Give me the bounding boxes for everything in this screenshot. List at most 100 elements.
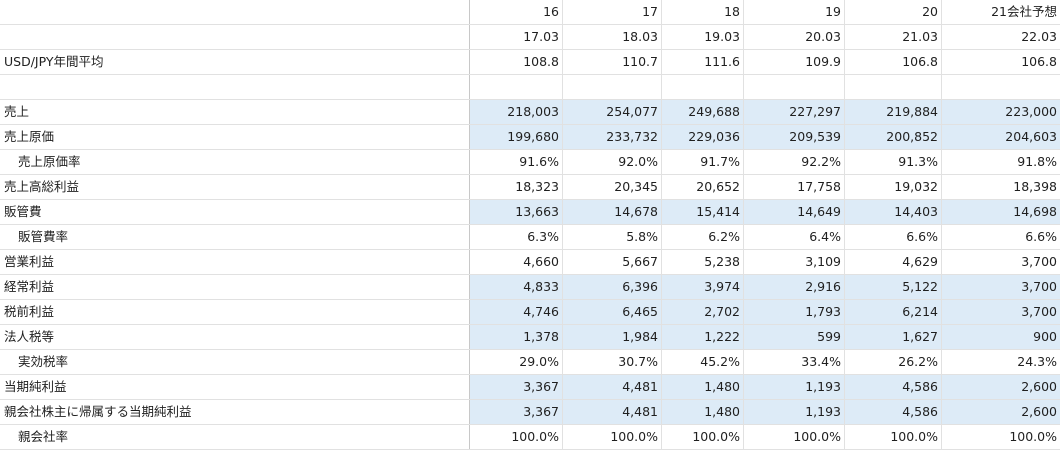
value-cell[interactable]: 204,603 <box>942 125 1060 149</box>
fx-rate-cell[interactable]: 111.6 <box>662 50 744 74</box>
fx-rate-cell[interactable]: 110.7 <box>563 50 662 74</box>
value-cell[interactable]: 92.0% <box>563 150 662 174</box>
value-cell[interactable]: 100.0% <box>563 425 662 449</box>
value-cell[interactable]: 1,984 <box>563 325 662 349</box>
value-cell[interactable]: 14,649 <box>744 200 845 224</box>
row-label[interactable]: 売上 <box>0 100 470 124</box>
blank-cell[interactable] <box>0 75 470 99</box>
value-cell[interactable]: 30.7% <box>563 350 662 374</box>
value-cell[interactable]: 20,345 <box>563 175 662 199</box>
row-label[interactable]: 売上原価率 <box>0 150 470 174</box>
value-cell[interactable]: 4,481 <box>563 400 662 424</box>
period-cell[interactable]: 21.03 <box>845 25 942 49</box>
value-cell[interactable]: 100.0% <box>470 425 563 449</box>
value-cell[interactable]: 100.0% <box>1009 429 1057 444</box>
value-cell[interactable]: 6,465 <box>563 300 662 324</box>
value-cell[interactable]: 92.2% <box>744 150 845 174</box>
value-cell[interactable]: 91.7% <box>662 150 744 174</box>
row-label[interactable]: 経常利益 <box>0 275 470 299</box>
value-cell[interactable]: 4,660 <box>470 250 563 274</box>
value-cell[interactable]: 6.3% <box>470 225 563 249</box>
fx-rate-label[interactable]: USD/JPY年間平均 <box>0 50 470 74</box>
row-label[interactable]: 税前利益 <box>0 300 470 324</box>
row-label[interactable]: 実効税率 <box>0 350 470 374</box>
blank-cell[interactable] <box>942 75 1060 99</box>
header-fy-cell[interactable]: 21会社予想 <box>991 4 1057 19</box>
value-cell[interactable]: 6.4% <box>744 225 845 249</box>
value-cell[interactable]: 219,884 <box>845 100 942 124</box>
value-cell[interactable]: 17,758 <box>744 175 845 199</box>
value-cell[interactable]: 100.0% <box>744 425 845 449</box>
period-label-cell[interactable] <box>0 25 470 49</box>
value-cell[interactable]: 4,629 <box>845 250 942 274</box>
value-cell[interactable]: 1,480 <box>662 375 744 399</box>
value-cell[interactable]: 218,003 <box>470 100 563 124</box>
value-cell[interactable]: 254,077 <box>563 100 662 124</box>
value-cell[interactable]: 233,732 <box>563 125 662 149</box>
fx-rate-cell[interactable]: 106.8 <box>1021 54 1057 69</box>
value-cell[interactable]: 3,367 <box>470 375 563 399</box>
row-label[interactable]: 親会社株主に帰属する当期純利益 <box>0 400 470 424</box>
value-cell[interactable]: 19,032 <box>845 175 942 199</box>
value-cell[interactable]: 2,702 <box>662 300 744 324</box>
fx-rate-cell[interactable]: 108.8 <box>470 50 563 74</box>
row-label[interactable]: 営業利益 <box>0 250 470 274</box>
value-cell[interactable]: 5,122 <box>845 275 942 299</box>
value-cell[interactable]: 100.0% <box>662 425 744 449</box>
value-cell[interactable]: 229,036 <box>662 125 744 149</box>
value-cell[interactable]: 14,678 <box>563 200 662 224</box>
value-cell[interactable]: 3,109 <box>744 250 845 274</box>
row-label[interactable]: 当期純利益 <box>0 375 470 399</box>
value-cell[interactable]: 1,193 <box>744 375 845 399</box>
row-label[interactable]: 販管費 <box>0 200 470 224</box>
blank-cell[interactable] <box>662 75 744 99</box>
value-cell[interactable]: 223,000 <box>942 100 1060 124</box>
value-cell[interactable]: 3,700 <box>1021 254 1057 269</box>
value-cell[interactable]: 5,667 <box>563 250 662 274</box>
value-cell[interactable]: 2,916 <box>744 275 845 299</box>
row-label[interactable]: 親会社率 <box>0 425 470 449</box>
value-cell[interactable]: 20,652 <box>662 175 744 199</box>
value-cell[interactable]: 3,700 <box>942 300 1060 324</box>
value-cell[interactable]: 1,480 <box>662 400 744 424</box>
value-cell[interactable]: 2,600 <box>942 375 1060 399</box>
header-fy-cell[interactable]: 16 <box>470 0 563 24</box>
value-cell[interactable]: 45.2% <box>662 350 744 374</box>
value-cell[interactable]: 3,974 <box>662 275 744 299</box>
value-cell[interactable]: 4,586 <box>845 375 942 399</box>
value-cell[interactable]: 1,222 <box>662 325 744 349</box>
value-cell[interactable]: 91.6% <box>470 150 563 174</box>
value-cell[interactable]: 91.8% <box>1017 154 1057 169</box>
value-cell[interactable]: 3,700 <box>942 275 1060 299</box>
fx-rate-cell[interactable]: 106.8 <box>845 50 942 74</box>
value-cell[interactable]: 18,398 <box>1013 179 1057 194</box>
value-cell[interactable]: 18,323 <box>470 175 563 199</box>
value-cell[interactable]: 249,688 <box>662 100 744 124</box>
value-cell[interactable]: 6,214 <box>845 300 942 324</box>
value-cell[interactable]: 1,378 <box>470 325 563 349</box>
row-label[interactable]: 売上高総利益 <box>0 175 470 199</box>
value-cell[interactable]: 3,367 <box>470 400 563 424</box>
value-cell[interactable]: 4,481 <box>563 375 662 399</box>
value-cell[interactable]: 6.6% <box>1025 229 1057 244</box>
value-cell[interactable]: 227,297 <box>744 100 845 124</box>
fx-rate-cell[interactable]: 109.9 <box>744 50 845 74</box>
row-label[interactable]: 法人税等 <box>0 325 470 349</box>
value-cell[interactable]: 199,680 <box>470 125 563 149</box>
header-fy-cell[interactable]: 20 <box>845 0 942 24</box>
header-fy-cell[interactable]: 17 <box>563 0 662 24</box>
value-cell[interactable]: 91.3% <box>845 150 942 174</box>
value-cell[interactable]: 209,539 <box>744 125 845 149</box>
value-cell[interactable]: 6,396 <box>563 275 662 299</box>
value-cell[interactable]: 29.0% <box>470 350 563 374</box>
value-cell[interactable]: 14,403 <box>845 200 942 224</box>
period-cell[interactable]: 17.03 <box>470 25 563 49</box>
value-cell[interactable]: 13,663 <box>470 200 563 224</box>
value-cell[interactable]: 5,238 <box>662 250 744 274</box>
value-cell[interactable]: 4,586 <box>845 400 942 424</box>
value-cell[interactable]: 15,414 <box>662 200 744 224</box>
period-cell[interactable]: 22.03 <box>1021 29 1057 44</box>
value-cell[interactable]: 599 <box>744 325 845 349</box>
value-cell[interactable]: 1,193 <box>744 400 845 424</box>
header-fy-cell[interactable]: 19 <box>744 0 845 24</box>
